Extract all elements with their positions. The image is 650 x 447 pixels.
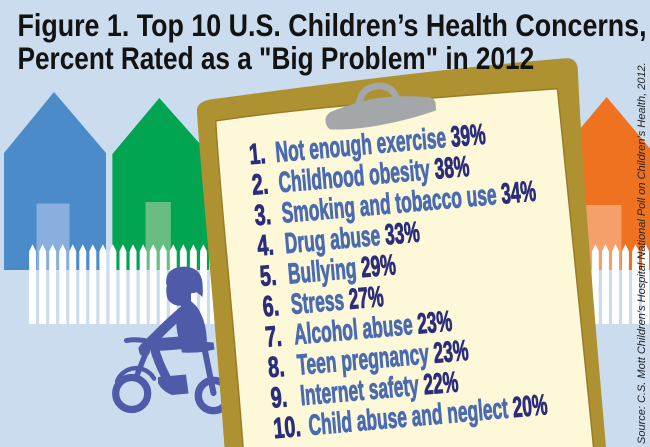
svg-text:6.: 6. [261,291,280,324]
svg-text:Stress 27%: Stress 27% [290,281,385,322]
svg-text:4.: 4. [256,230,275,263]
svg-text:Source: C.S. Mott Children’s H: Source: C.S. Mott Children’s Hospital Na… [636,62,648,444]
svg-text:5.: 5. [259,260,278,293]
svg-text:3.: 3. [253,199,272,232]
svg-text:8.: 8. [267,351,286,384]
svg-text:9.: 9. [269,382,288,415]
svg-text:2.: 2. [251,169,270,202]
svg-text:7.: 7. [264,321,283,354]
svg-text:10.: 10. [272,411,302,445]
svg-text:1.: 1. [248,138,267,171]
svg-text:Bullying 29%: Bullying 29% [286,249,397,291]
svg-text:Not enough exercise 39%: Not enough exercise 39% [274,118,487,169]
svg-text:Percent Rated as a "Big Proble: Percent Rated as a "Big Problem" in 2012 [18,42,535,77]
svg-text:Figure 1. Top 10 U.S. Children: Figure 1. Top 10 U.S. Children’s Health … [18,9,647,43]
